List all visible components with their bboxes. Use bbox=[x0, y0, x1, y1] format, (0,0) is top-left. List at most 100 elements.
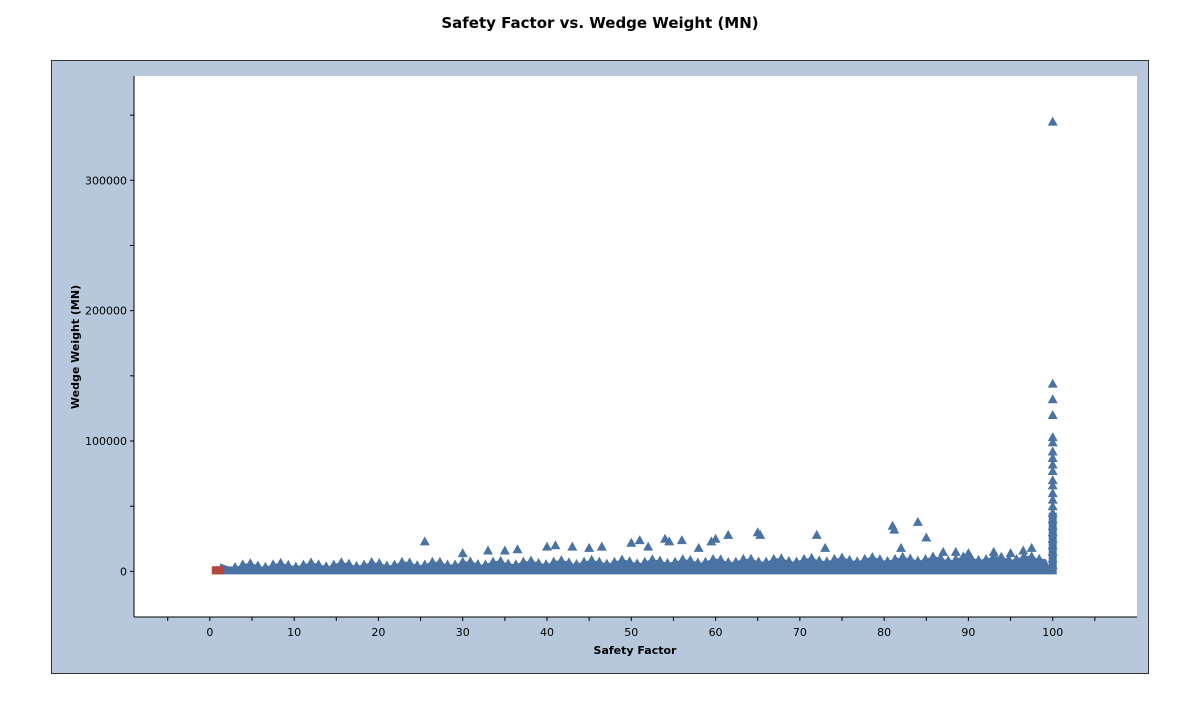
band-marker bbox=[883, 555, 893, 564]
y-tick-label: 100000 bbox=[85, 435, 127, 448]
band-marker bbox=[549, 556, 559, 565]
band-marker bbox=[867, 552, 877, 561]
band-marker bbox=[1034, 553, 1044, 562]
band-marker bbox=[405, 557, 415, 566]
band-marker bbox=[609, 556, 619, 565]
band-marker bbox=[875, 554, 885, 563]
x-tick-label: 50 bbox=[624, 626, 638, 639]
data-point-triangle bbox=[921, 532, 932, 542]
band-marker bbox=[564, 557, 574, 566]
data-point-triangle bbox=[1047, 465, 1058, 475]
data-point-triangle bbox=[1047, 514, 1058, 524]
x-axis-title: Safety Factor bbox=[594, 644, 677, 657]
band-marker bbox=[670, 556, 680, 565]
band-marker bbox=[716, 554, 726, 563]
band-marker bbox=[556, 555, 566, 564]
band-marker bbox=[632, 558, 642, 567]
band-marker bbox=[443, 559, 453, 568]
band-marker bbox=[761, 556, 771, 565]
band-marker bbox=[276, 557, 286, 566]
data-point-triangle bbox=[950, 546, 961, 556]
data-point-triangle bbox=[550, 540, 561, 550]
band-marker bbox=[511, 559, 521, 568]
band-marker bbox=[458, 556, 468, 565]
data-point-triangle bbox=[1047, 488, 1058, 498]
band-marker bbox=[943, 555, 953, 564]
band-marker bbox=[541, 559, 551, 568]
x-tick-label: 70 bbox=[793, 626, 807, 639]
band-marker bbox=[746, 553, 756, 562]
band-marker bbox=[359, 559, 369, 568]
data-point-triangle bbox=[1047, 437, 1058, 447]
data-point-triangle bbox=[1047, 501, 1058, 511]
data-point-triangle bbox=[963, 548, 974, 558]
band-marker bbox=[306, 557, 316, 566]
data-point-triangle bbox=[889, 524, 900, 534]
band-marker bbox=[784, 555, 794, 564]
band-marker bbox=[852, 556, 862, 565]
band-marker bbox=[920, 553, 930, 562]
data-point-triangle bbox=[643, 541, 654, 551]
band-marker bbox=[791, 556, 801, 565]
band-marker bbox=[374, 558, 384, 567]
band-marker bbox=[435, 556, 445, 565]
data-point-triangle bbox=[1047, 452, 1058, 462]
band-marker bbox=[1004, 554, 1014, 563]
band-marker bbox=[336, 557, 346, 566]
band-marker bbox=[723, 556, 733, 565]
band-marker bbox=[503, 558, 513, 567]
data-point-triangle bbox=[1047, 446, 1058, 456]
x-axis-ticks: 0 10 20 30 40 50 60 70 80 90 100 bbox=[167, 617, 1096, 639]
data-point-triangle bbox=[499, 545, 510, 555]
band-marker bbox=[799, 553, 809, 562]
band-marker bbox=[534, 557, 544, 566]
band-marker bbox=[958, 551, 968, 560]
x-tick-label: 100 bbox=[1042, 626, 1063, 639]
plot-area bbox=[134, 76, 1137, 617]
band-marker bbox=[367, 556, 377, 565]
band-marker bbox=[738, 553, 748, 562]
data-point-triangle bbox=[483, 545, 493, 555]
band-marker bbox=[890, 553, 900, 562]
band-marker bbox=[245, 558, 255, 567]
band-marker bbox=[996, 551, 1006, 560]
band-marker bbox=[321, 561, 331, 570]
data-point-triangle bbox=[457, 548, 468, 558]
band-marker bbox=[427, 556, 437, 565]
band-marker bbox=[260, 561, 270, 570]
band-marker bbox=[496, 555, 506, 564]
data-point-triangle bbox=[676, 535, 687, 545]
band-marker bbox=[905, 553, 915, 562]
y-tick-label: 300000 bbox=[85, 174, 127, 187]
band-marker bbox=[488, 556, 498, 565]
data-point-triangle bbox=[1047, 520, 1058, 530]
data-points bbox=[211, 116, 1058, 575]
band-marker bbox=[397, 556, 407, 565]
band-marker bbox=[913, 555, 923, 564]
data-point-triangle bbox=[1047, 553, 1058, 563]
band-marker bbox=[837, 552, 847, 561]
data-point-triangle bbox=[1026, 542, 1037, 552]
band-marker bbox=[807, 552, 817, 561]
band-marker bbox=[1011, 553, 1021, 562]
y-axis-ticks: 0 100000 200000 300000 bbox=[85, 114, 134, 578]
x-tick-label: 30 bbox=[456, 626, 470, 639]
band-marker bbox=[465, 556, 475, 565]
x-tick-label: 90 bbox=[961, 626, 975, 639]
band-marker bbox=[518, 556, 528, 565]
band-marker bbox=[389, 559, 399, 568]
data-point-triangle bbox=[1047, 394, 1058, 404]
band-marker bbox=[298, 559, 308, 568]
band-marker bbox=[291, 561, 301, 570]
band-marker bbox=[412, 560, 422, 569]
band-marker bbox=[951, 553, 961, 562]
band-marker bbox=[314, 559, 324, 568]
data-point-triangle bbox=[1047, 507, 1058, 517]
band-marker bbox=[700, 556, 710, 565]
data-point-triangle bbox=[634, 535, 645, 545]
band-marker bbox=[981, 553, 991, 562]
band-marker bbox=[845, 554, 855, 563]
band-marker bbox=[526, 555, 536, 564]
band-marker bbox=[655, 555, 665, 564]
data-point-triangle bbox=[811, 529, 822, 539]
